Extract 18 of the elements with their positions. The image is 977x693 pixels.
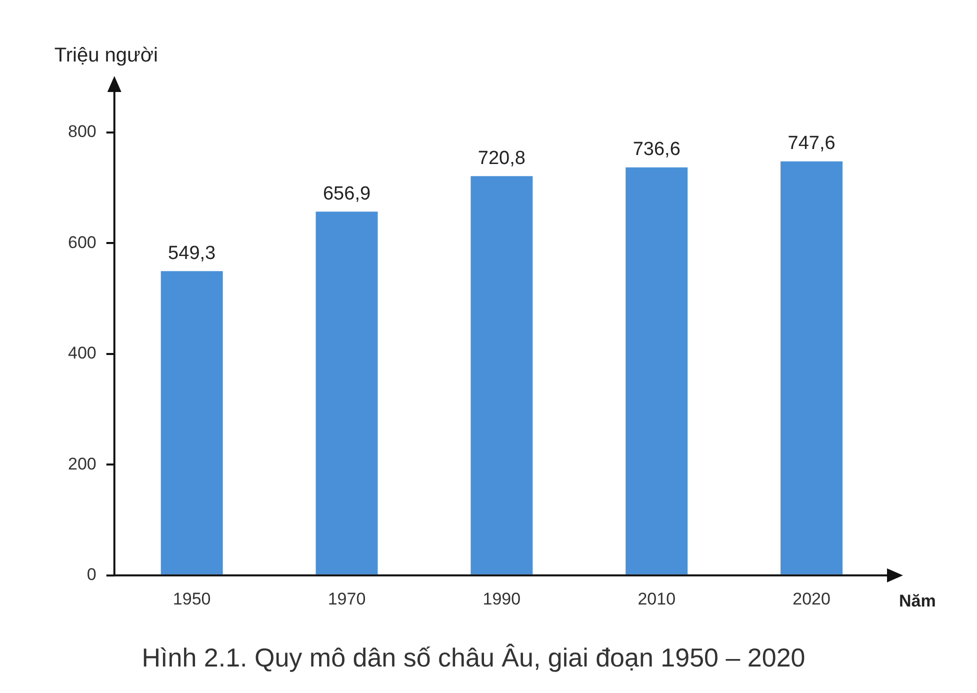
data-label: 736,6 <box>632 139 680 160</box>
data-label: 549,3 <box>168 242 216 264</box>
data-label: 656,9 <box>322 183 371 204</box>
x-tick-label: 2020 <box>792 589 830 608</box>
y-axis-title: Triệu người <box>54 44 158 67</box>
data-label: 720,8 <box>478 148 526 169</box>
x-tick-label: 1970 <box>328 589 366 608</box>
x-tick-label: 2010 <box>638 589 676 608</box>
data-label: 747,6 <box>788 133 836 154</box>
y-tick-label: 200 <box>68 454 96 474</box>
text: Hình 2.1. Quy mô dân số châu Âu, giai đoạn 1950 – 2020 <box>142 642 806 673</box>
y-tick-label: 0 <box>86 565 96 584</box>
x-tick-label: 1990 <box>482 589 521 608</box>
x-tick-label: 1950 <box>172 589 211 608</box>
y-tick-label: 400 <box>68 344 96 363</box>
x-axis-title: Năm <box>899 592 936 611</box>
y-tick-label: 800 <box>68 122 96 141</box>
y-tick-label: 600 <box>68 232 96 252</box>
